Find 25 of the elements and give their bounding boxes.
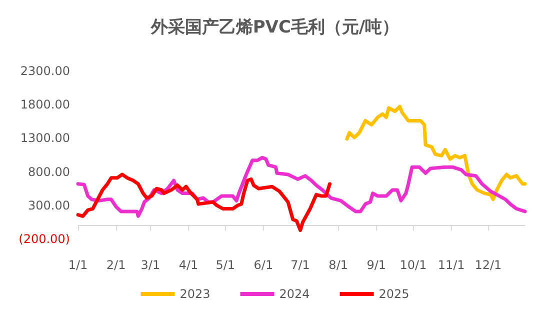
x-tick-label: 4/1 xyxy=(178,258,198,272)
line-series xyxy=(345,104,527,202)
x-tick-label: 10/1 xyxy=(400,258,427,272)
x-tick-label: 6/1 xyxy=(254,258,274,272)
line-series xyxy=(76,156,527,218)
y-tick-label: 1300.00 xyxy=(20,131,70,146)
x-tick-label: 1/1 xyxy=(68,258,88,272)
x-tick-label: 2/1 xyxy=(106,258,126,272)
y-tick-label: 1800.00 xyxy=(20,98,70,112)
y-tick-label: 300.00 xyxy=(28,198,70,212)
chart-title: 外采国产乙烯PVC毛利（元/吨） xyxy=(150,18,400,38)
y-tick-label: 800.00 xyxy=(28,164,70,179)
legend-label: 2023 xyxy=(180,287,210,301)
x-tick-label: 12/1 xyxy=(474,258,502,272)
x-tick-label: 7/1 xyxy=(290,258,310,272)
y-tick-label: 2300.00 xyxy=(20,64,70,78)
line-series xyxy=(76,172,332,232)
x-tick-label: 8/1 xyxy=(328,258,348,272)
legend-label: 2025 xyxy=(378,287,410,301)
legend-label: 2024 xyxy=(279,287,310,301)
y-tick-label: (200.00) xyxy=(18,232,70,246)
x-tick-label: 3/1 xyxy=(140,258,160,272)
x-tick-label: 5/1 xyxy=(216,258,236,272)
x-tick-label: 11/1 xyxy=(438,258,465,272)
x-tick-label: 9/1 xyxy=(366,258,386,272)
